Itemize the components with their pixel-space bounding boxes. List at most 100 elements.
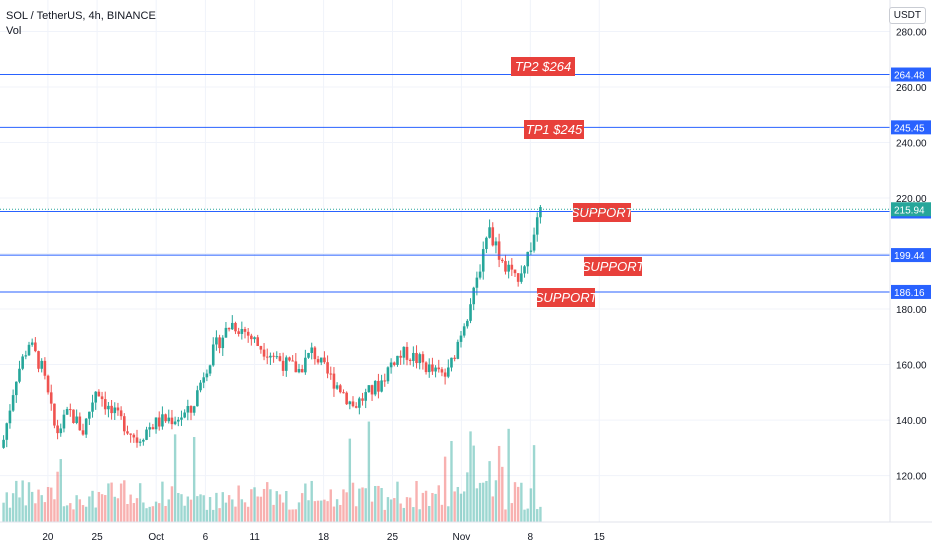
- x-tick-label: 18: [318, 532, 330, 543]
- volume-bar: [132, 503, 136, 522]
- candle-body: [402, 346, 406, 358]
- level-tag-label: SUPPORT: [582, 259, 646, 274]
- level-axis-label: 199.44: [894, 251, 925, 262]
- volume-bar: [520, 482, 523, 522]
- candle-body: [240, 329, 244, 334]
- y-tick-label: 120.00: [896, 472, 927, 483]
- candle-body: [373, 380, 377, 395]
- candle-body: [27, 344, 31, 356]
- level-axis-label: 245.45: [894, 123, 925, 134]
- volume-bar: [199, 494, 202, 522]
- candle-body: [418, 354, 422, 364]
- volume-bar: [456, 486, 460, 522]
- volume-bar: [529, 488, 533, 522]
- x-tick-label: 8: [528, 532, 534, 543]
- candle-body: [129, 433, 132, 435]
- volume-bar: [250, 489, 253, 522]
- candle-body: [196, 390, 199, 407]
- volume-bar: [75, 495, 78, 522]
- candle-body: [113, 407, 117, 414]
- candle-body: [116, 407, 120, 411]
- volume-bar: [501, 466, 504, 522]
- volume-bar: [246, 506, 250, 522]
- candle-body: [72, 409, 75, 423]
- level-axis-label: 186.16: [894, 288, 925, 299]
- volume-bar: [100, 494, 104, 522]
- volume-bar: [510, 503, 514, 522]
- volume-bar: [272, 504, 275, 522]
- candle-body: [386, 367, 390, 382]
- candle-body: [154, 417, 158, 430]
- volume-bar: [374, 486, 377, 522]
- candle-body: [415, 352, 418, 364]
- volume-bar: [135, 498, 139, 522]
- candle-body: [94, 391, 98, 403]
- volume-bar: [440, 504, 444, 522]
- volume-indicator-label[interactable]: Vol: [6, 25, 22, 37]
- candle-body: [494, 241, 498, 246]
- volume-bar: [240, 499, 244, 522]
- volume-bar: [288, 509, 291, 522]
- volume-bar: [205, 509, 209, 522]
- volume-bar: [24, 505, 28, 522]
- candle-body: [269, 355, 272, 358]
- level-tag-label: SUPPORT: [535, 290, 599, 305]
- volume-bar: [183, 505, 186, 522]
- y-tick-label: 180.00: [896, 305, 927, 316]
- y-tick-label: 280.00: [896, 27, 927, 38]
- volume-bar: [389, 499, 393, 522]
- volume-bar: [158, 503, 161, 522]
- candle-body: [202, 377, 206, 383]
- x-tick-label: Nov: [453, 532, 471, 543]
- candle-body: [192, 406, 196, 413]
- volume-bar: [361, 487, 364, 522]
- candle-body: [297, 369, 301, 373]
- level-tag-bg: [511, 57, 575, 76]
- volume-bar: [367, 421, 371, 522]
- candle-body: [224, 327, 228, 338]
- candle-body: [389, 362, 393, 368]
- candle-body: [300, 369, 304, 373]
- volume-bar: [37, 489, 40, 522]
- currency-badge[interactable]: USDT: [888, 7, 926, 24]
- volume-bar: [332, 506, 336, 522]
- candle-body: [75, 416, 78, 423]
- candle-body: [18, 368, 21, 382]
- volume-bar: [342, 489, 345, 522]
- candle-body: [180, 417, 183, 420]
- level-tag-bg: [537, 288, 595, 307]
- candle-body: [253, 337, 256, 340]
- candle-body: [497, 241, 501, 260]
- volume-bar: [497, 445, 501, 522]
- candle-body: [43, 360, 47, 376]
- candle-body: [377, 380, 380, 392]
- volume-bar: [475, 488, 479, 522]
- volume-bar: [2, 502, 5, 522]
- volume-bar: [161, 481, 164, 522]
- volume-bar: [234, 506, 237, 522]
- candle-body: [329, 373, 333, 375]
- candle-body: [199, 382, 202, 391]
- candle-body: [500, 259, 504, 262]
- candle-body: [53, 403, 56, 426]
- volume-bar: [65, 505, 69, 522]
- candle-body: [310, 347, 314, 353]
- candle-body: [167, 417, 171, 422]
- level-axis-label-bg: [891, 248, 931, 263]
- volume-bar: [459, 493, 463, 522]
- y-tick-label: 240.00: [896, 138, 927, 149]
- candle-body: [491, 227, 495, 246]
- volume-bar: [485, 480, 488, 522]
- volume-bar: [482, 482, 485, 522]
- volume-bar: [259, 496, 263, 522]
- candle-body: [107, 405, 110, 410]
- y-tick-label: 160.00: [896, 361, 927, 372]
- candle-body: [513, 269, 517, 274]
- candle-body: [291, 360, 294, 362]
- candle-body: [427, 364, 431, 373]
- volume-bar: [408, 497, 412, 522]
- volume-bar: [119, 483, 123, 522]
- volume-bar: [81, 505, 85, 522]
